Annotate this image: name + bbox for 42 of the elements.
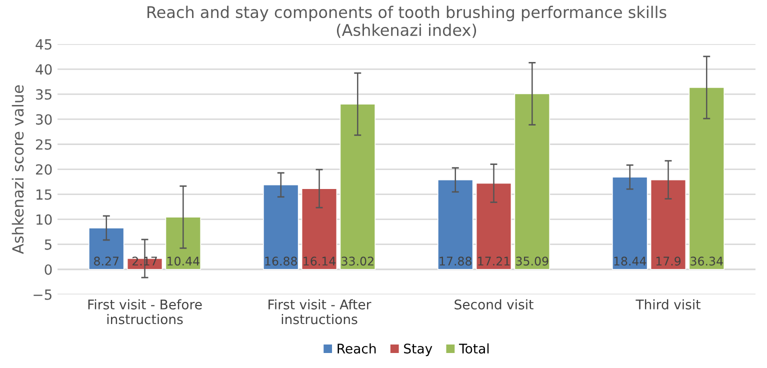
y-tick-label: 30 xyxy=(36,114,52,125)
bar xyxy=(688,87,725,270)
bar xyxy=(263,184,299,270)
y-tick-label: 15 xyxy=(36,189,52,200)
bar xyxy=(476,182,512,270)
y-tick-label: 35 xyxy=(36,89,52,100)
x-tick-label: First visit - After instructions xyxy=(268,299,372,324)
y-axis-title: Ashkenazi score value xyxy=(12,85,24,254)
y-tick-label: 20 xyxy=(36,164,52,175)
bar xyxy=(514,93,550,270)
y-tick-label: 25 xyxy=(36,139,52,150)
bar xyxy=(165,216,202,270)
bar xyxy=(88,228,124,270)
y-tick-label: 0 xyxy=(44,264,52,275)
chart-title: Reach and stay components of tooth brushing performance skills (Ashkenazi index) xyxy=(148,6,666,38)
bar xyxy=(612,176,648,270)
data-label: 18.44 xyxy=(614,256,646,266)
y-tick-label: 10 xyxy=(36,214,52,225)
data-label: 33.02 xyxy=(342,256,374,266)
y-tick-label: −5 xyxy=(34,290,52,300)
legend-label: Total xyxy=(458,343,489,354)
y-tick-label: 45 xyxy=(36,39,52,50)
x-tick-label: Second visit xyxy=(454,299,534,310)
y-tick-label: 40 xyxy=(36,64,52,75)
legend-label: Stay xyxy=(404,344,432,356)
data-label: 17.21 xyxy=(478,256,510,266)
bar xyxy=(340,104,376,270)
data-label: 16.88 xyxy=(265,256,297,266)
data-label: 10.44 xyxy=(168,256,200,266)
data-label: 17.88 xyxy=(440,256,472,266)
data-label: 35.09 xyxy=(516,256,548,266)
bar xyxy=(301,188,338,270)
x-tick-label: Third visit xyxy=(636,299,700,310)
y-tick-label: 5 xyxy=(44,240,52,250)
bar xyxy=(438,179,474,270)
data-label: 17.9 xyxy=(656,256,681,266)
legend-label: Reach xyxy=(338,343,376,354)
data-label: 8.27 xyxy=(94,256,119,266)
data-label: 16.14 xyxy=(304,256,336,266)
data-label: 36.34 xyxy=(690,256,723,266)
x-tick-label: First visit - Before instructions xyxy=(88,299,202,324)
bar xyxy=(650,179,686,270)
